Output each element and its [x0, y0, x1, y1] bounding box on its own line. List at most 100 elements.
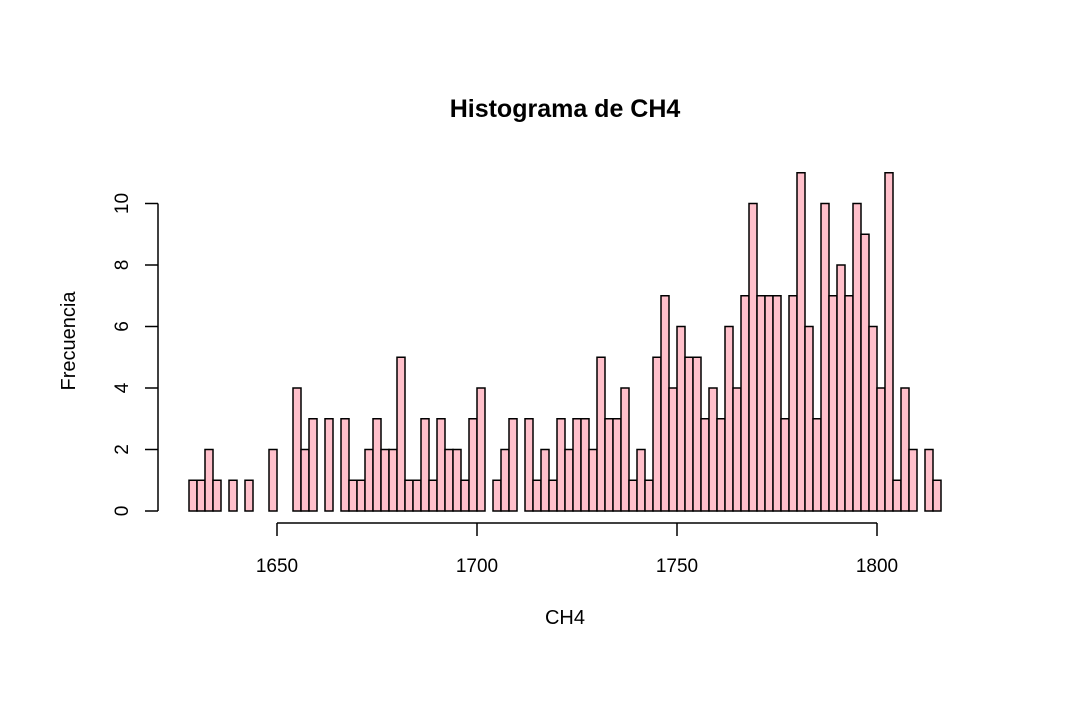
- y-tick-label: 8: [112, 260, 133, 271]
- histogram-bar: [716, 418, 726, 512]
- histogram-bar: [652, 356, 662, 512]
- histogram-bar: [564, 448, 574, 512]
- histogram-bar: [796, 172, 806, 512]
- histogram-bar: [900, 387, 910, 512]
- histogram-bar: [860, 233, 870, 512]
- histogram-bar: [396, 356, 406, 512]
- histogram-bar: [244, 479, 254, 512]
- y-tick-label: 4: [112, 382, 133, 393]
- histogram-bar: [292, 387, 302, 512]
- histogram-bar: [820, 202, 830, 512]
- histogram-bar: [788, 295, 798, 512]
- histogram-bar: [772, 295, 782, 512]
- histogram-bar: [532, 479, 542, 512]
- x-tick-label: 1750: [656, 556, 698, 577]
- x-axis: 1650 1700 1750 1800: [256, 522, 898, 577]
- y-tick-label: 6: [112, 321, 133, 332]
- histogram-bar: [732, 387, 742, 512]
- histogram-bar: [932, 479, 942, 512]
- histogram-bar: [356, 479, 366, 512]
- histogram-bar: [364, 448, 374, 512]
- histogram-bar: [836, 264, 846, 512]
- histogram-bar: [708, 387, 718, 512]
- x-axis-label: CH4: [545, 607, 585, 629]
- histogram-bar: [724, 325, 734, 512]
- histogram-bar: [908, 448, 918, 512]
- histogram-bar: [204, 448, 214, 512]
- histogram-bar: [684, 356, 694, 512]
- histogram-bar: [380, 448, 390, 512]
- histogram-bar: [196, 479, 206, 512]
- histogram-bar: [324, 418, 334, 512]
- histogram-bar: [436, 418, 446, 512]
- histogram-bar: [372, 418, 382, 512]
- histogram-bar: [812, 418, 822, 512]
- histogram-bar: [508, 418, 518, 512]
- histogram-bar: [884, 172, 894, 512]
- histogram-bar: [500, 448, 510, 512]
- histogram-bar: [188, 479, 198, 512]
- histogram-bar: [452, 448, 462, 512]
- histogram-bar: [844, 295, 854, 512]
- histogram-bar: [428, 479, 438, 512]
- histogram-bar: [460, 479, 470, 512]
- histogram-bar: [268, 448, 278, 512]
- bars-group: [188, 172, 942, 512]
- y-tick-label: 0: [112, 506, 133, 517]
- histogram-bar: [628, 479, 638, 512]
- histogram-bar: [604, 418, 614, 512]
- histogram-bar: [388, 448, 398, 512]
- histogram-bar: [556, 418, 566, 512]
- histogram-bar: [412, 479, 422, 512]
- x-tick-label: 1800: [856, 556, 898, 577]
- histogram-bar: [748, 202, 758, 512]
- histogram-bar: [668, 387, 678, 512]
- histogram-bar: [780, 418, 790, 512]
- histogram-bar: [548, 479, 558, 512]
- histogram-bar: [300, 448, 310, 512]
- histogram-bar: [596, 356, 606, 512]
- histogram-bar: [572, 418, 582, 512]
- histogram-bar: [804, 325, 814, 512]
- histogram-bar: [868, 325, 878, 512]
- histogram-bar: [676, 325, 686, 512]
- histogram-bar: [924, 448, 934, 512]
- chart-title: Histograma de CH4: [450, 95, 681, 123]
- histogram-bar: [700, 418, 710, 512]
- y-tick-label: 2: [112, 444, 133, 455]
- histogram-bar: [620, 387, 630, 512]
- y-axis: 0 2 4 6 8 10: [112, 193, 159, 517]
- histogram-bar: [212, 479, 222, 512]
- x-tick-label: 1650: [256, 556, 298, 577]
- histogram-bar: [692, 356, 702, 512]
- histogram-bar: [612, 418, 622, 512]
- histogram-bar: [468, 418, 478, 512]
- histogram-bar: [828, 295, 838, 512]
- histogram-bar: [876, 387, 886, 512]
- histogram-bar: [740, 295, 750, 512]
- histogram-bar: [660, 295, 670, 512]
- histogram-bar: [228, 479, 238, 512]
- histogram-bar: [852, 202, 862, 512]
- histogram-bar: [308, 418, 318, 512]
- histogram-bar: [580, 418, 590, 512]
- y-axis-label: Frecuencia: [58, 291, 80, 391]
- histogram-bar: [636, 448, 646, 512]
- histogram-bar: [492, 479, 502, 512]
- histogram-bar: [892, 479, 902, 512]
- histogram-bar: [764, 295, 774, 512]
- histogram-bar: [756, 295, 766, 512]
- histogram-bar: [340, 418, 350, 512]
- histogram-bar: [524, 418, 534, 512]
- histogram-bar: [404, 479, 414, 512]
- histogram-bar: [348, 479, 358, 512]
- x-tick-label: 1700: [456, 556, 498, 577]
- y-tick-label: 10: [112, 193, 133, 214]
- histogram-bar: [540, 448, 550, 512]
- histogram-bar: [420, 418, 430, 512]
- histogram-bar: [444, 448, 454, 512]
- histogram-bar: [476, 387, 486, 512]
- histogram-bar: [644, 479, 654, 512]
- histogram-bar: [588, 448, 598, 512]
